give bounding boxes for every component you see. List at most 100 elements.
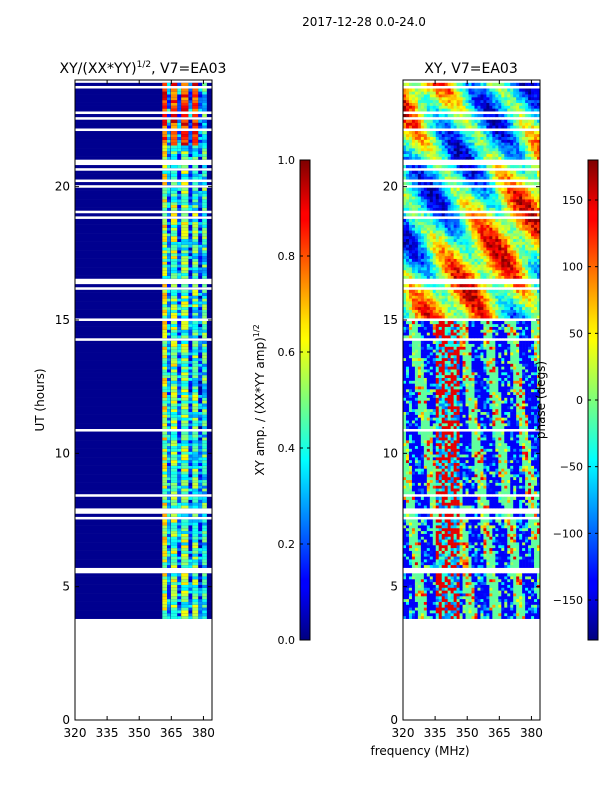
phase-cell — [426, 496, 431, 500]
phase-cell — [483, 593, 487, 597]
amplitude-row — [75, 352, 212, 356]
amplitude-cell — [162, 556, 168, 560]
amplitude-cell — [188, 527, 193, 532]
phase-cell — [426, 573, 431, 577]
phase-cell — [468, 576, 472, 580]
phase-cell — [531, 423, 535, 427]
phase-cell — [516, 411, 520, 415]
phase-cell — [501, 406, 505, 410]
phase-cell — [513, 559, 517, 563]
phase-cell — [474, 564, 478, 568]
phase-cell — [537, 601, 540, 605]
phase-cell — [525, 598, 529, 602]
phase-cell — [489, 482, 493, 486]
phase-cell — [528, 476, 532, 481]
phase-cell — [519, 397, 523, 401]
phase-cell — [492, 559, 496, 563]
amplitude-cell — [170, 604, 178, 608]
amplitude-cell — [198, 247, 203, 251]
phase-cell — [513, 578, 517, 583]
phase-cell — [519, 533, 523, 537]
phase-cell — [504, 584, 508, 588]
phase-cell — [459, 522, 463, 526]
phase-cell — [462, 485, 466, 489]
phase-cell — [486, 573, 490, 577]
phase-cell — [403, 615, 407, 619]
amplitude-cell — [177, 139, 182, 143]
phase-cell — [444, 445, 448, 449]
amplitude-cell — [202, 533, 207, 537]
phase-cell — [504, 533, 508, 537]
phase-cell — [486, 414, 490, 418]
phase-cell — [411, 400, 416, 404]
phase-cell — [438, 440, 443, 444]
phase-cell — [438, 559, 443, 563]
amplitude-cell — [170, 442, 178, 447]
amplitude-row — [75, 108, 212, 112]
phase-cell — [498, 411, 502, 415]
phase-cell — [453, 465, 457, 469]
phase-cell — [411, 496, 416, 500]
amplitude-cell — [188, 207, 193, 211]
amplitude-cell — [167, 261, 171, 265]
phase-cell — [474, 587, 478, 591]
amplitude-cell — [170, 332, 178, 336]
phase-cell — [456, 471, 460, 475]
phase-cell — [441, 417, 445, 421]
amplitude-cell — [181, 394, 189, 398]
phase-cell — [417, 411, 422, 415]
phase-cell — [456, 525, 460, 529]
phase-cell — [441, 513, 445, 517]
phase-cell — [468, 468, 472, 472]
phase-cell — [429, 411, 434, 415]
amplitude-cell — [198, 581, 203, 585]
amplitude-cell — [192, 550, 199, 554]
amplitude-cell — [202, 397, 207, 401]
phase-cell — [510, 561, 514, 566]
phase-cell — [537, 474, 540, 478]
phase-cell — [435, 491, 440, 495]
phase-cell — [468, 459, 472, 464]
phase-cell — [537, 440, 540, 444]
amplitude-cell — [181, 207, 189, 211]
phase-cell — [438, 578, 443, 583]
phase-cell — [405, 598, 410, 602]
phase-cell — [525, 400, 529, 404]
phase-cell — [528, 593, 532, 597]
amplitude-cell — [192, 408, 199, 413]
phase-cell — [411, 423, 416, 427]
phase-cell — [405, 533, 410, 537]
phase-cell — [534, 513, 538, 517]
phase-cell — [441, 434, 445, 438]
phase-cell — [438, 590, 443, 594]
phase-cell — [492, 465, 496, 469]
phase-cell — [432, 465, 437, 469]
phase-cell — [537, 408, 540, 413]
phase-cell — [405, 440, 410, 444]
phase-cell — [489, 462, 493, 466]
phase-cell — [498, 408, 502, 413]
phase-cell — [403, 527, 407, 532]
phase-cell — [489, 542, 493, 546]
amplitude-cell — [181, 82, 189, 86]
phase-cell — [429, 471, 434, 475]
phase-cell — [468, 431, 472, 435]
phase-cell — [495, 437, 499, 441]
amplitude-cell — [177, 423, 182, 427]
phase-cell — [471, 499, 475, 503]
phase-cell — [462, 445, 466, 449]
amplitude-cell — [181, 150, 189, 155]
amplitude-row — [75, 411, 212, 415]
amplitude-row — [75, 607, 212, 611]
phase-cell — [456, 542, 460, 546]
amplitude-row — [75, 530, 212, 534]
amplitude-cell — [198, 559, 203, 563]
phase-cell — [417, 491, 422, 495]
phase-cell — [513, 581, 517, 585]
phase-cell — [528, 434, 532, 438]
amplitude-cell — [188, 581, 193, 585]
phase-cell — [432, 595, 437, 600]
phase-cell — [477, 431, 481, 435]
amplitude-cell — [188, 612, 193, 617]
phase-cell — [528, 451, 532, 455]
